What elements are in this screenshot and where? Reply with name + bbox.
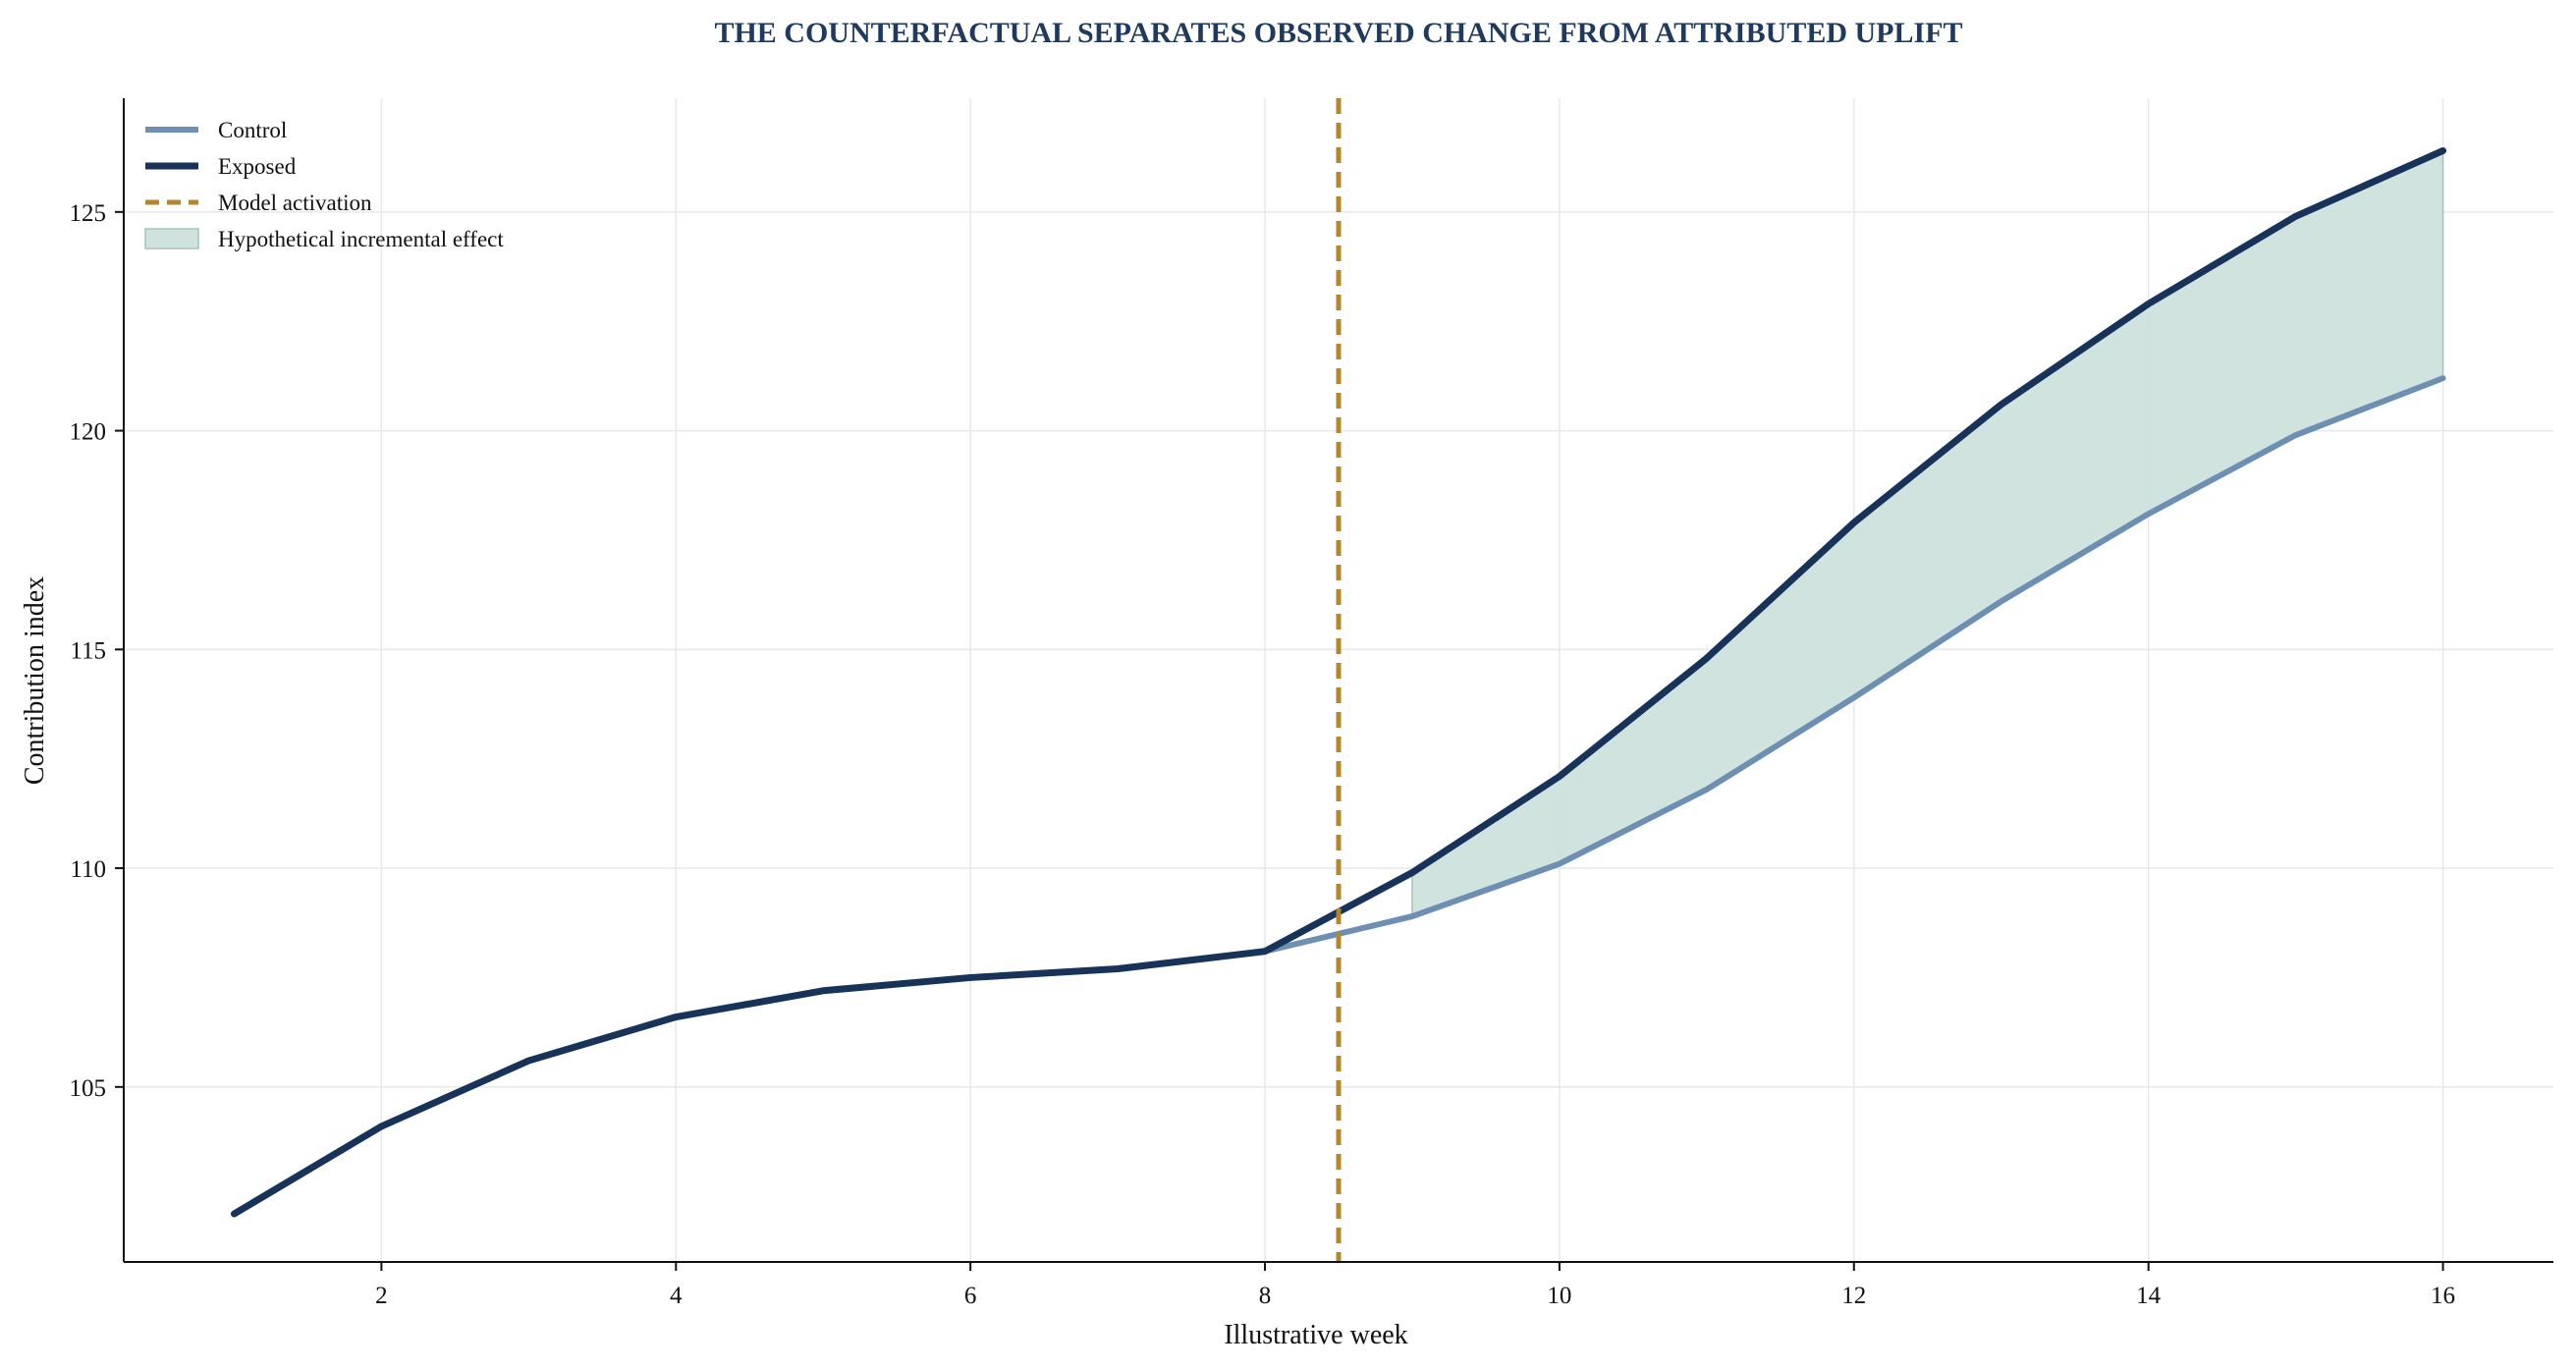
legend-swatch-incremental (144, 228, 199, 249)
legend-label: Model activation (218, 191, 372, 215)
x-tick-label: 16 (2431, 1283, 2455, 1309)
series-lines (230, 98, 2447, 1262)
x-tick-label: 2 (375, 1283, 388, 1309)
x-tick-label: 10 (1547, 1283, 1571, 1309)
y-tick-label: 110 (70, 856, 106, 883)
legend: Control Exposed Model activation Hypothetic… (144, 118, 504, 251)
chart-title: THE COUNTERFACTUAL SEPARATES OBSERVED CH… (714, 17, 1962, 49)
y-tick-label: 120 (70, 419, 107, 446)
x-tick-label: 12 (1841, 1283, 1866, 1309)
x-tick-label: 8 (1259, 1283, 1272, 1309)
y-axis-label: Contribution index (20, 576, 50, 785)
legend-label: Control (218, 118, 287, 142)
legend-label: Hypothetical incremental effect (218, 227, 504, 251)
y-tick-label: 125 (70, 200, 107, 227)
incremental-effect-polygon (1411, 149, 2444, 918)
x-tick-label: 6 (964, 1283, 977, 1309)
x-tick-label: 14 (2136, 1283, 2162, 1309)
y-tick-label: 105 (70, 1075, 107, 1102)
x-axis-label: Illustrative week (1224, 1320, 1407, 1350)
y-ticks: 105 110 115 120 125 (70, 200, 124, 1102)
legend-label: Exposed (218, 154, 297, 179)
incremental-effect-area (1411, 149, 2444, 918)
y-tick-label: 115 (70, 637, 106, 664)
x-ticks: 2 4 6 8 10 12 14 16 (375, 1262, 2455, 1309)
x-tick-label: 4 (670, 1283, 683, 1309)
